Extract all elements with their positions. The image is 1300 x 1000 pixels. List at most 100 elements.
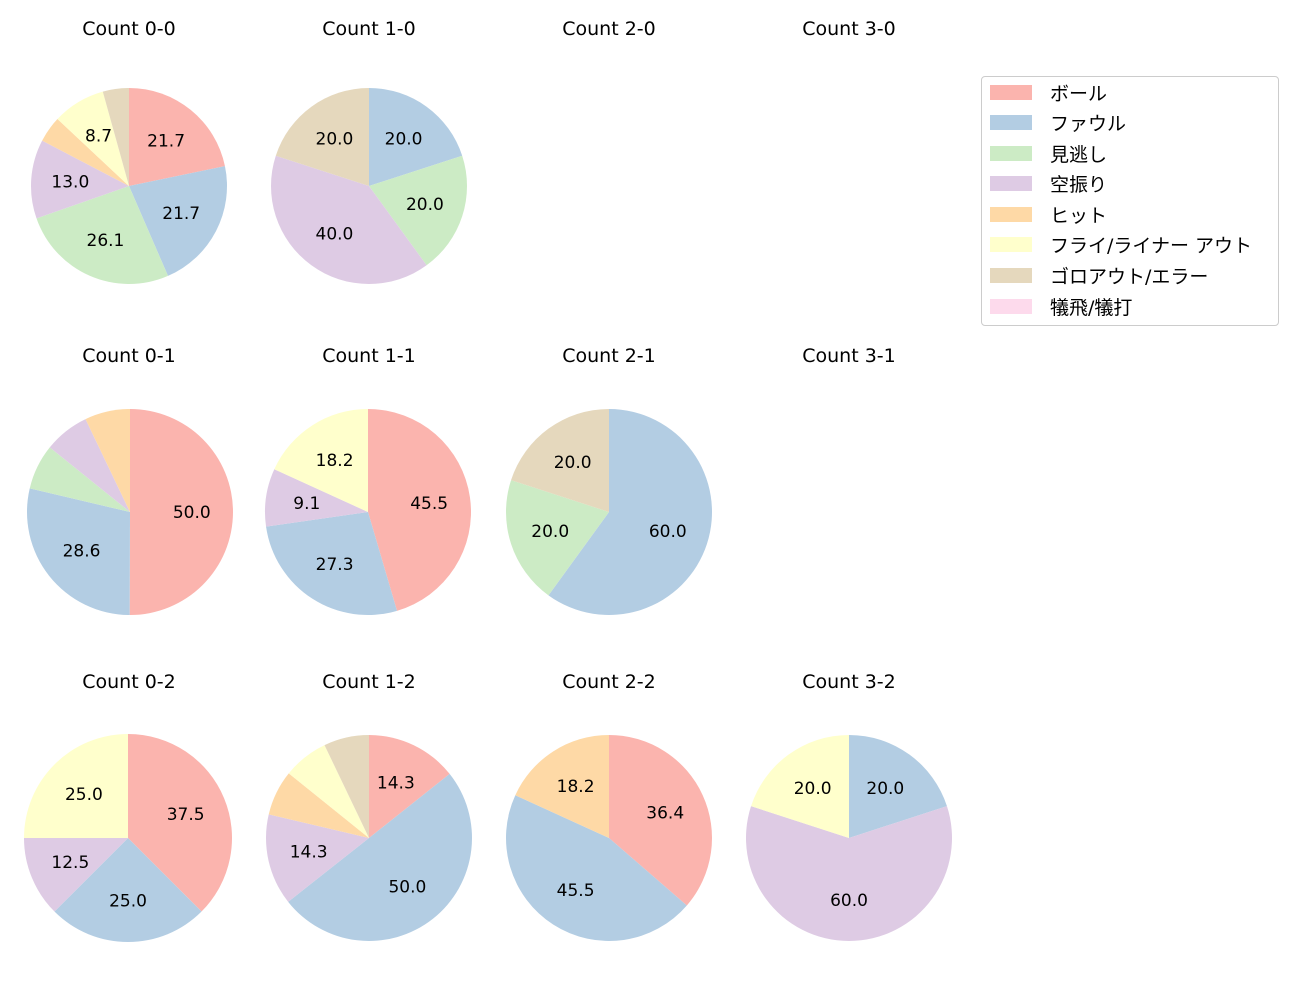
pie-title: Count 3-0: [802, 18, 896, 40]
pie-title: Count 1-1: [322, 345, 416, 367]
slice-label: 21.7: [147, 131, 185, 151]
pie-slice: [54, 838, 202, 943]
pie-slice: [24, 838, 128, 912]
legend-item-sacrifice: 犠飛/犠打: [990, 294, 1133, 319]
slice-label: 18.2: [316, 451, 354, 471]
slice-label: 20.0: [385, 129, 423, 149]
slice-label: 9.1: [293, 494, 320, 514]
pie-slice: [265, 469, 368, 527]
pie-slice: [30, 140, 129, 219]
legend-swatch: [990, 84, 1032, 100]
pie-count-1-0: Count 1-0 20.0 20.0 40.0 20.0: [270, 18, 467, 285]
pie-slice: [515, 735, 609, 838]
legend-swatch: [990, 206, 1032, 222]
legend-label: 空振り: [1050, 173, 1108, 196]
slice-label: 20.0: [794, 779, 832, 799]
pie-slice: [128, 734, 232, 912]
legend-swatch: [990, 267, 1032, 283]
slice-label: 25.0: [109, 891, 147, 911]
slice-label: 36.4: [646, 803, 684, 823]
slice-label: 8.7: [85, 127, 112, 147]
slice-label: 60.0: [649, 522, 687, 542]
pie-slice: [29, 447, 131, 512]
pie-slice: [26, 488, 131, 615]
slice-label: 60.0: [830, 891, 868, 911]
pie-slice: [102, 88, 129, 186]
pie-count-0-0: Count 0-0 21.7 21.7 26.1 13.0 8.7: [30, 18, 228, 284]
pie-slice: [288, 745, 369, 838]
pie-slice: [24, 734, 128, 838]
legend-item-ground-out-error: ゴロアウト/エラー: [990, 263, 1209, 288]
slice-label: 20.0: [406, 195, 444, 215]
slice-label: 45.5: [557, 881, 595, 901]
slice-label: 12.5: [51, 853, 89, 873]
pie-slice: [288, 773, 472, 941]
slice-label: 20.0: [866, 779, 904, 799]
slice-label: 28.6: [63, 541, 101, 561]
pie-slice: [506, 480, 609, 596]
legend-item-ball: ボール: [990, 80, 1108, 105]
pie-slice: [57, 91, 130, 186]
pie-count-0-2: Count 0-2 37.5 25.0 12.5 25.0: [24, 671, 232, 943]
pie-count-2-1: Count 2-1 60.0 20.0 20.0: [506, 345, 713, 616]
pie-count-3-2: Count 3-2 20.0 60.0 20.0: [746, 671, 952, 942]
pie-count-3-1: Count 3-1: [802, 345, 896, 367]
pie-count-0-1: Count 0-1 50.0 28.6: [26, 345, 233, 615]
slice-label: 18.2: [557, 777, 595, 797]
legend-item-foul: ファウル: [990, 110, 1127, 135]
legend: ボール ファウル 見逃し 空振り ヒット フライ/ライナー アウト ゴロアウト/…: [981, 76, 1279, 326]
pie-title: Count 3-1: [802, 345, 896, 367]
pie-slice: [270, 155, 427, 285]
slice-label: 45.5: [410, 494, 448, 514]
slice-label: 20.0: [554, 453, 592, 473]
pie-slice: [129, 88, 225, 186]
pie-slice: [751, 735, 849, 838]
pie-title: Count 1-0: [322, 18, 416, 40]
slice-label: 14.3: [377, 773, 415, 793]
legend-label: ヒット: [1050, 204, 1108, 227]
legend-item-swinging-strike: 空振り: [990, 171, 1108, 196]
pie-slice: [369, 735, 450, 838]
legend-label: ファウル: [1050, 112, 1127, 135]
legend-label: ボール: [1050, 82, 1108, 105]
legend-item-hit: ヒット: [990, 202, 1108, 227]
legend-swatch: [990, 114, 1032, 130]
legend-item-fly-liner-out: フライ/ライナー アウト: [990, 232, 1253, 257]
pie-slice: [266, 814, 369, 902]
legend-swatch: [990, 145, 1032, 161]
pie-slice: [85, 409, 130, 512]
legend-label: 犠飛/犠打: [1050, 296, 1133, 319]
slice-label: 25.0: [65, 785, 103, 805]
legend-swatch: [990, 298, 1032, 314]
pie-slice: [275, 88, 369, 186]
slice-label: 37.5: [167, 805, 205, 825]
pie-slice: [42, 119, 129, 186]
pie-count-2-0: Count 2-0: [562, 18, 656, 40]
pie-slice: [746, 806, 952, 942]
pie-slice: [511, 409, 609, 512]
pie-slice: [324, 735, 369, 838]
legend-label: フライ/ライナー アウト: [1050, 234, 1253, 257]
legend-swatch: [990, 175, 1032, 191]
pie-slice: [609, 735, 713, 906]
legend-swatch: [990, 236, 1032, 252]
pie-slice: [129, 166, 228, 276]
pie-slice: [369, 155, 467, 266]
slice-label: 20.0: [316, 129, 354, 149]
legend-item-called-strike: 見逃し: [990, 141, 1108, 166]
pie-title: Count 0-2: [82, 671, 176, 693]
pie-slice: [49, 419, 130, 512]
slice-label: 21.7: [162, 204, 200, 224]
slice-label: 14.3: [290, 842, 328, 862]
pie-title: Count 0-1: [82, 345, 176, 367]
pie-slice: [506, 795, 687, 942]
pie-count-1-1: Count 1-1 45.5 27.3 9.1 18.2: [265, 345, 471, 615]
pie-title: Count 3-2: [802, 671, 896, 693]
pie-slice: [548, 409, 713, 616]
pie-title: Count 0-0: [82, 18, 176, 40]
legend-label: 見逃し: [1050, 143, 1108, 166]
legend-label: ゴロアウト/エラー: [1050, 265, 1209, 288]
pie-count-2-2: Count 2-2 36.4 45.5 18.2: [506, 671, 713, 942]
pie-title: Count 2-1: [562, 345, 656, 367]
